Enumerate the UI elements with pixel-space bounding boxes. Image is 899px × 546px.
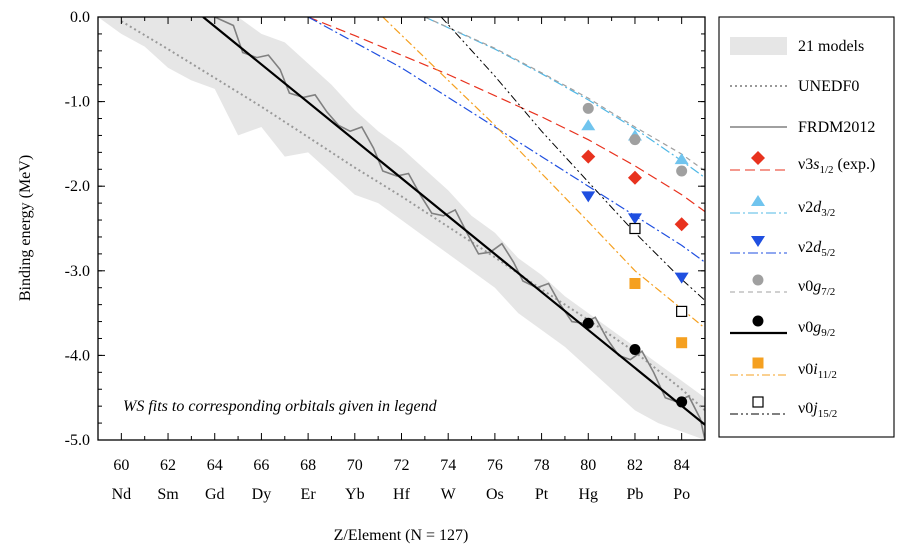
element-label: Sm — [157, 486, 179, 503]
y-tick-label: -2.0 — [65, 178, 90, 195]
marker-1-0 — [581, 119, 596, 131]
marker-3-1 — [629, 134, 641, 146]
legend: 21 models UNEDF0 FRDM2012 ν3s1/2 (exp.) ν2d3… — [730, 37, 875, 420]
y-axis-label: Binding energy (MeV) — [17, 155, 34, 301]
legend-box — [718, 16, 895, 438]
tick-layer: 60 Nd 62 Sm 64 Gd 66 Dy 68 Er 70 Yb 72 Hf 74 W 76 Os 78 Pt 8… — [65, 9, 706, 503]
model-band-layer — [98, 17, 705, 440]
x-tick-label: 66 — [253, 457, 269, 474]
x-tick-label: 68 — [300, 457, 316, 474]
element-label: Os — [486, 486, 504, 503]
model-band — [98, 17, 705, 440]
marker-2-1 — [627, 213, 642, 225]
x-tick-label: 74 — [440, 457, 456, 474]
element-label: Po — [673, 486, 690, 503]
legend-label-g92: ν0g9/2 — [798, 319, 835, 339]
marker-5-0 — [629, 277, 641, 289]
x-tick-label: 64 — [207, 457, 223, 474]
x-tick-label: 80 — [580, 457, 596, 474]
marker-2-2 — [674, 272, 689, 284]
marker-4-1 — [629, 343, 641, 355]
legend-label-dotted: UNEDF0 — [798, 78, 859, 95]
marker-3-0 — [582, 102, 594, 114]
x-tick-label: 70 — [347, 457, 363, 474]
legend-label-d52: ν2d5/2 — [798, 239, 835, 259]
legend-marker-s12 — [751, 151, 765, 165]
element-label: Hf — [393, 486, 411, 503]
legend-label-d32: ν2d3/2 — [798, 199, 835, 219]
legend-marker-j152 — [752, 396, 764, 408]
legend-marker-g92 — [752, 315, 764, 327]
element-label: Pt — [535, 486, 549, 503]
x-tick-label: 84 — [674, 457, 690, 474]
legend-label-g72: ν0g7/2 — [798, 278, 835, 298]
legend-label-j152: ν0j15/2 — [798, 400, 837, 420]
marker-5-1 — [676, 337, 688, 349]
series-line-0 — [120, 20, 705, 412]
legend-marker-i112 — [752, 357, 764, 369]
series-line-7 — [382, 17, 705, 329]
legend-marker-d52 — [751, 236, 765, 247]
legend-label-gray-solid: FRDM2012 — [798, 119, 875, 136]
legend-swatch-band — [730, 37, 787, 55]
legend-marker-g72 — [752, 274, 764, 286]
series-line-2 — [202, 17, 705, 426]
marker-4-2 — [676, 396, 688, 408]
element-label: Gd — [205, 486, 225, 503]
element-label: Nd — [112, 486, 132, 503]
marker-6-0 — [629, 222, 641, 235]
marker-4-0 — [582, 317, 594, 329]
legend-label-band: 21 models — [798, 38, 864, 55]
x-tick-label: 62 — [160, 457, 176, 474]
series-line-5 — [424, 17, 705, 179]
x-tick-label: 76 — [487, 457, 503, 474]
element-label: W — [441, 486, 457, 503]
y-tick-label: -1.0 — [65, 94, 90, 111]
element-label: Dy — [252, 486, 272, 503]
series-line-3 — [307, 17, 705, 213]
marker-0-1 — [627, 170, 642, 185]
element-label: Yb — [345, 486, 365, 503]
element-label: Pb — [627, 486, 644, 503]
marker-0-0 — [581, 149, 596, 164]
chart-annotation: WS fits to corresponding orbitals given … — [123, 398, 438, 415]
legend-label-i112: ν0i11/2 — [798, 361, 837, 381]
x-axis-label: Z/Element (N = 127) — [334, 527, 469, 544]
y-tick-label: 0.0 — [70, 9, 90, 26]
legend-label-s12: ν3s1/2 (exp.) — [798, 156, 875, 176]
x-tick-label: 82 — [627, 457, 643, 474]
series-line-8 — [440, 17, 705, 301]
marker-2-0 — [581, 191, 596, 203]
marker-1-2 — [674, 153, 689, 165]
element-label: Hg — [578, 486, 598, 503]
y-tick-label: -3.0 — [65, 263, 90, 280]
marker-3-2 — [676, 165, 688, 177]
legend-marker-d32 — [751, 195, 765, 206]
series-line-4 — [307, 17, 705, 263]
y-tick-label: -4.0 — [65, 347, 90, 364]
x-tick-label: 72 — [394, 457, 410, 474]
y-tick-label: -5.0 — [65, 432, 90, 449]
x-tick-label: 78 — [534, 457, 550, 474]
element-label: Er — [301, 486, 317, 503]
marker-layer — [581, 102, 689, 408]
marker-0-2 — [674, 217, 689, 232]
marker-6-1 — [676, 305, 688, 318]
x-tick-label: 60 — [113, 457, 129, 474]
